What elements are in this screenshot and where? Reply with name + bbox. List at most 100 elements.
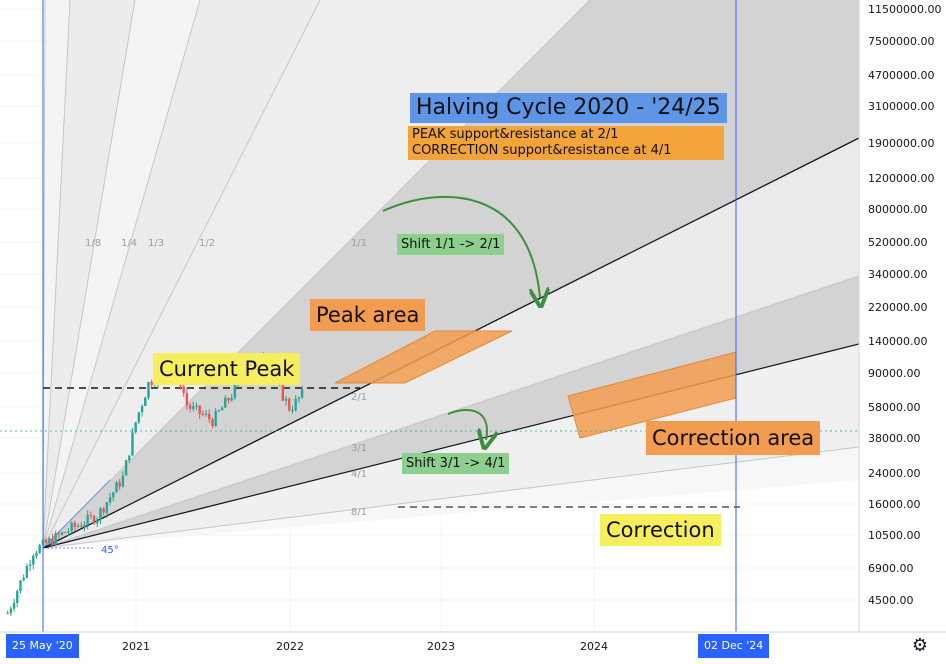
cycle-title: Halving Cycle 2020 - '24/25 [410,93,727,123]
candle-body [233,385,237,398]
candle-body [9,608,13,614]
peak-area-label: Peak area [310,299,426,331]
candle-body [41,539,45,546]
candle-body [60,532,64,535]
shift-label-2: Shift 3/1 -> 4/1 [402,453,510,474]
candle-body [182,386,185,394]
candle-body [48,538,51,543]
candle-body [115,482,118,493]
candle-body [137,412,141,423]
gann-label-1-8: 1/8 [85,238,101,249]
candle-body [12,602,16,609]
candle-body [220,407,224,411]
y-tick-label: 340000.00 [868,268,928,281]
time-axis[interactable]: 2021 2022 2023 2024 [0,631,946,653]
candle-body [6,613,9,615]
candle-body [230,397,233,401]
candle-body [227,397,230,401]
y-tick-label: 800000.00 [868,203,928,216]
candle-body [288,398,291,411]
y-tick-label: 7500000.00 [868,35,934,48]
candle-body [54,533,57,545]
candle-body [204,413,208,415]
angle-label: 45° [101,545,119,556]
y-tick-label: 4700000.00 [868,69,934,82]
y-tick-label: 58000.00 [868,401,921,414]
fan-line-1-2 [42,0,201,549]
y-tick-label: 3100000.00 [868,100,934,113]
candle-body [208,413,211,420]
candle-body [185,393,189,406]
candle-body [35,553,38,556]
gann-label-1-2: 1/2 [199,238,215,249]
current-peak-label: Current Peak [153,353,301,385]
y-tick-label: 10500.00 [868,529,921,542]
shift-label-1: Shift 1/1 -> 2/1 [397,234,505,255]
fan-line-1-1b [42,0,591,549]
gear-icon[interactable]: ⚙ [911,635,928,656]
gann-label-4-1: 4/1 [351,469,367,480]
candle-body [64,532,67,534]
angle-slope-line [42,479,111,549]
candle-body [96,519,99,524]
y-tick-label: 520000.00 [868,236,928,249]
candle-body [44,539,48,543]
candle-body [224,397,227,408]
y-tick-label: 140000.00 [868,335,928,348]
gann-label-1-3: 1/3 [148,238,164,249]
candle-body [121,475,125,487]
y-tick-label: 1900000.00 [868,137,934,150]
note-peak: PEAK support&resistance at 2/1 [412,127,619,142]
start-date-marker[interactable]: 25 May '20 [6,634,79,658]
y-tick-label: 11500000.00 [868,3,941,16]
gann-fan [42,0,859,549]
candle-body [192,406,195,409]
y-tick-label: 220000.00 [868,301,928,314]
candle-body [217,410,221,412]
y-tick-label: 38000.00 [868,432,921,445]
candle-body [99,508,102,520]
candle-body [25,565,29,578]
candle-body [134,422,137,433]
candle-body [102,508,105,513]
gann-label-3-1: 3/1 [351,443,367,454]
y-tick-label: 6900.00 [868,562,914,575]
gann-label-8-1: 8/1 [351,507,367,518]
candle-body [297,397,301,399]
candle-body [57,533,61,535]
candle-body [28,564,32,566]
candle-body [92,515,96,524]
candle-body [89,514,93,516]
end-date-marker[interactable]: 02 Dec '24 [698,634,770,658]
candle-body [32,555,35,565]
x-tick-2021: 2021 [122,640,150,653]
fan-line-1-3 [42,0,136,549]
gann-labels: 1/8 1/4 1/3 1/2 1/1 2/1 3/1 4/1 8/1 [85,238,367,518]
candle-body [211,419,214,427]
y-tick-label: 16000.00 [868,498,921,511]
gann-label-1-4: 1/4 [121,238,137,249]
fan-line-1-4 [42,0,71,549]
candle-body [51,538,54,545]
candle-body [73,522,77,527]
shift-arrow-2 [447,409,487,440]
x-tick-2022: 2022 [276,640,304,653]
candle-body [144,397,147,406]
candle-body [70,522,73,532]
shift-arrow-1 [382,196,540,298]
candle-body [147,382,150,398]
candle-body [300,389,304,398]
x-tick-2024: 2024 [580,640,608,653]
candle-body [86,514,89,525]
y-tick-label: 4500.00 [868,594,914,607]
candle-body [131,432,134,456]
cycle-notes: PEAK support&resistance at 2/1 CORRECTIO… [408,126,724,160]
gann-label-1-1: 1/1 [351,238,367,249]
candle-body [214,411,217,427]
candle-body [198,405,201,414]
candle-body [67,531,70,533]
correction-area-label: Correction area [646,421,821,455]
price-axis[interactable]: 11500000.00 7500000.00 4700000.00 3100000.0… [858,0,941,632]
note-correction: CORRECTION support&resistance at 4/1 [412,143,672,158]
